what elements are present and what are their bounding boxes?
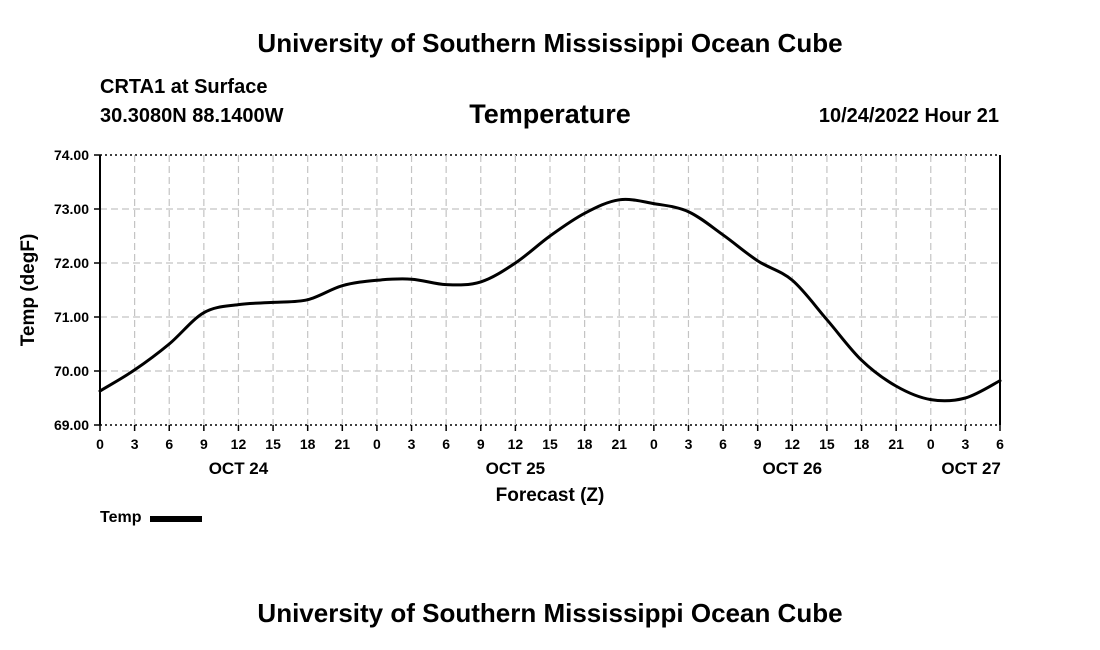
axes: 69.00 70.00 71.00 72.00 73.00 74.00 0 3 6 9 12 15 18… [54,147,1004,478]
x-tick-label: 3 [408,436,416,452]
x-tick-label: 0 [96,436,104,452]
x-tick-label: 9 [477,436,485,452]
forecast-datetime: 10/24/2022 Hour 21 [818,105,999,127]
day-label: OCT 25 [486,459,546,478]
x-tick-label: 18 [577,436,593,452]
y-axis-title: Temp (degF) [18,234,39,347]
day-label: OCT 27 [941,459,1001,478]
x-tick-label: 6 [165,436,173,452]
y-tick-label: 69.00 [54,417,89,433]
x-tick-label: 6 [719,436,727,452]
x-tick-label: 15 [819,436,835,452]
x-tick-label: 9 [754,436,762,452]
chart-title: Temperature [469,99,631,129]
legend-label: Temp [100,509,142,526]
series-line-temp [98,197,1002,403]
legend-line-swatch [150,516,203,522]
x-tick-label: 0 [650,436,658,452]
y-tick-label: 72.00 [54,255,89,271]
x-tick-label: 3 [961,436,969,452]
x-tick-label: 3 [685,436,693,452]
x-tick-label: 21 [888,436,904,452]
x-tick-label: 15 [265,436,281,452]
x-tick-label: 6 [996,436,1004,452]
y-tick-label: 71.00 [54,309,89,325]
footer-title: University of Southern Mississippi Ocean… [257,598,843,628]
x-tick-label: 12 [231,436,247,452]
y-tick-label: 73.00 [54,201,89,217]
x-tick-label: 6 [442,436,450,452]
station-coordinates: 30.3080N 88.1400W [100,105,284,127]
day-label: OCT 26 [763,459,823,478]
page-title: University of Southern Mississippi Ocean… [257,28,843,58]
day-label: OCT 24 [209,459,269,478]
x-tick-label: 15 [542,436,558,452]
series-layer [98,197,1002,403]
x-tick-label: 9 [200,436,208,452]
y-tick-label: 70.00 [54,363,89,379]
x-tick-label: 21 [611,436,627,452]
x-tick-label: 0 [927,436,935,452]
x-tick-label: 21 [335,436,351,452]
x-tick-label: 12 [508,436,524,452]
legend: Temp [100,509,203,527]
x-tick-label: 18 [854,436,870,452]
y-tick-label: 74.00 [54,147,89,163]
grid-lines [100,154,1000,426]
x-tick-label: 12 [785,436,801,452]
station-name: CRTA1 at Surface [100,76,268,98]
x-tick-label: 3 [131,436,139,452]
x-axis-title: Forecast (Z) [496,485,605,506]
x-tick-label: 0 [373,436,381,452]
x-tick-label: 18 [300,436,316,452]
